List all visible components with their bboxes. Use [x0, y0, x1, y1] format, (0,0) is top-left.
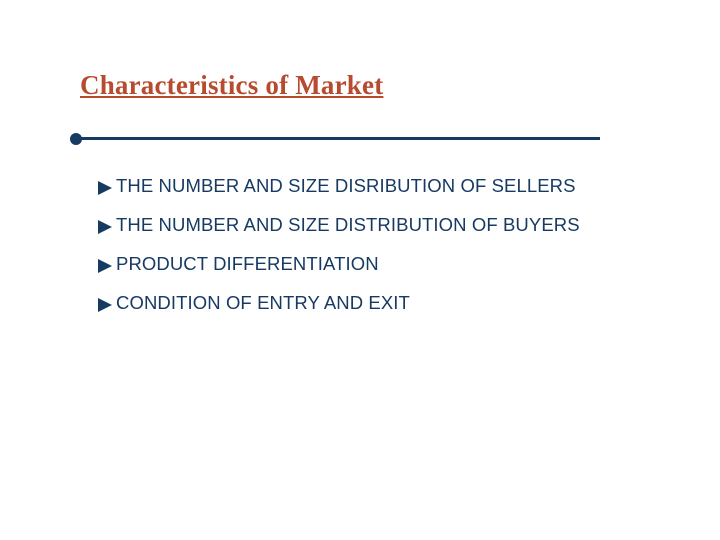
divider-dot [70, 133, 82, 145]
list-item: THE NUMBER AND SIZE DISTRIBUTION OF BUYE… [98, 214, 660, 236]
list-item: THE NUMBER AND SIZE DISRIBUTION OF SELLE… [98, 175, 660, 197]
chevron-right-icon [98, 295, 112, 309]
list-item: CONDITION OF ENTRY AND EXIT [98, 292, 660, 314]
page-title: Characteristics of Market [80, 70, 660, 101]
chevron-right-icon [98, 178, 112, 192]
chevron-right-icon [98, 256, 112, 270]
divider-line [78, 137, 600, 140]
list-item-label: PRODUCT DIFFERENTIATION [116, 253, 660, 275]
list-item-label: THE NUMBER AND SIZE DISRIBUTION OF SELLE… [116, 175, 660, 197]
slide-container: Characteristics of Market THE NUMBER AND… [0, 0, 720, 540]
bullet-list: THE NUMBER AND SIZE DISRIBUTION OF SELLE… [80, 175, 660, 314]
title-divider [70, 133, 600, 145]
list-item-label: CONDITION OF ENTRY AND EXIT [116, 292, 660, 314]
chevron-right-icon [98, 217, 112, 231]
list-item: PRODUCT DIFFERENTIATION [98, 253, 660, 275]
list-item-label: THE NUMBER AND SIZE DISTRIBUTION OF BUYE… [116, 214, 660, 236]
